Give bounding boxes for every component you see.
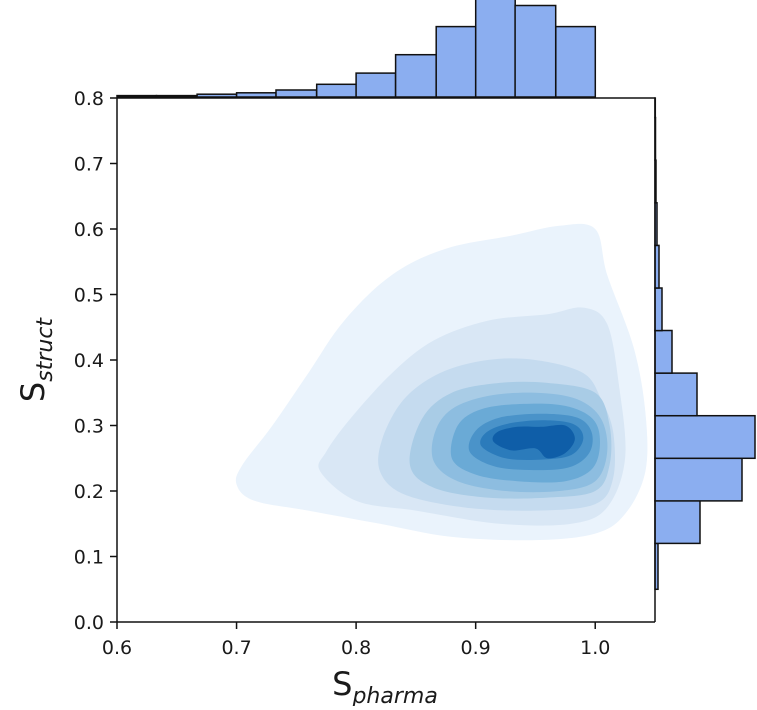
x-tick-label: 0.7 — [221, 637, 251, 659]
x-marginal-histogram — [117, 0, 595, 97]
y-hist-bar — [655, 373, 697, 416]
y-tick-label: 0.8 — [74, 88, 104, 110]
y-hist-bar — [655, 416, 755, 459]
x-hist-bar — [237, 93, 277, 97]
x-hist-bar — [317, 84, 357, 97]
x-tick-label: 1.0 — [580, 637, 610, 659]
x-hist-bar — [197, 94, 237, 97]
y-tick-label: 0.5 — [74, 285, 104, 307]
y-hist-bar — [655, 501, 700, 544]
x-hist-bar — [476, 0, 516, 97]
x-hist-bar — [556, 27, 596, 97]
kde-contour-group — [236, 224, 648, 540]
x-tick-label: 0.9 — [461, 637, 491, 659]
y-tick-label: 0.2 — [74, 481, 104, 503]
x-tick-label: 0.8 — [341, 637, 371, 659]
x-hist-bar — [276, 90, 317, 97]
y-tick-label: 0.7 — [74, 154, 104, 176]
y-hist-bar — [655, 288, 662, 331]
x-axis-label: Spharma — [332, 665, 438, 706]
y-tick-label: 0.0 — [74, 612, 104, 634]
x-hist-bar — [396, 55, 437, 97]
x-hist-bar — [117, 96, 157, 97]
y-tick-label: 0.1 — [74, 547, 104, 569]
x-hist-bar — [515, 6, 556, 98]
x-axis-label-base: S — [332, 665, 352, 703]
y-hist-bar — [655, 458, 742, 501]
y-tick-label: 0.4 — [74, 350, 104, 372]
x-hist-bar — [157, 96, 198, 97]
y-tick-label: 0.6 — [74, 219, 104, 241]
y-axis-label-sub: struct — [33, 317, 58, 382]
y-hist-bar — [655, 331, 672, 374]
y-marginal-histogram — [655, 98, 755, 589]
y-axis-label-base: S — [14, 382, 52, 402]
y-tick-label: 0.3 — [74, 416, 104, 438]
x-axis-label-sub: pharma — [351, 684, 437, 706]
x-tick-label: 0.6 — [102, 637, 132, 659]
x-hist-bar — [356, 73, 396, 97]
y-axis-label: Sstruct — [14, 317, 58, 402]
x-hist-bar — [436, 27, 476, 97]
